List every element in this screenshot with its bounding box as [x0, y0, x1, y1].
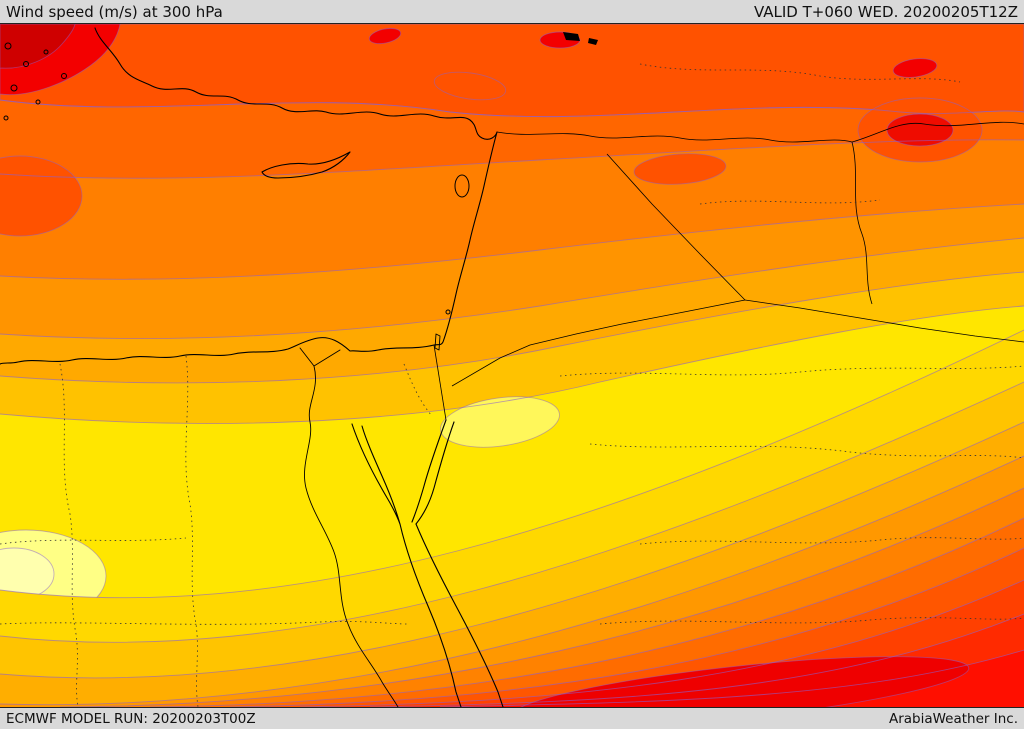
lakes	[454, 32, 598, 198]
syria-iraq-border	[606, 153, 746, 301]
red-maximum-anatolia-west	[368, 27, 402, 45]
admin-boundaries	[0, 63, 1024, 707]
footer-bar: ECMWF MODEL RUN: 20200203T00Z ArabiaWeat…	[0, 707, 1024, 729]
red-sea-west-shore	[399, 523, 462, 707]
cyprus-island	[261, 151, 351, 179]
jet-core-maximum	[510, 656, 970, 707]
red-sea-east-shore	[415, 523, 504, 707]
dark-orange-patch-left-edge	[0, 155, 83, 237]
iraq-iran-border	[851, 141, 873, 305]
model-run-label: ECMWF MODEL RUN: 20200203T00Z	[6, 710, 256, 727]
red-maximum-far-northeast	[892, 58, 938, 78]
jordan-iraq-saudi-border	[451, 299, 1024, 387]
wind-speed-map-svg	[0, 24, 1024, 707]
red-core-northeast	[886, 113, 954, 147]
aegean-island	[23, 61, 29, 67]
lake-tuz	[454, 174, 470, 198]
contour-lines	[0, 99, 1024, 707]
nile-delta-branches	[299, 347, 341, 367]
north-dark-orange-strip	[0, 24, 1024, 118]
map-title: Wind speed (m/s) at 300 hPa	[6, 2, 223, 21]
header-bar: Wind speed (m/s) at 300 hPa VALID T+060 …	[0, 0, 1024, 24]
gulf-of-aqaba	[411, 419, 455, 525]
egypt-israel-border	[433, 344, 447, 421]
dead-sea	[434, 333, 441, 351]
aegean-island	[10, 84, 18, 92]
country-borders	[433, 121, 1024, 421]
provider-label: ArabiaWeather Inc.	[888, 710, 1018, 727]
aegean-island	[4, 42, 12, 50]
valid-time-label: VALID T+060 WED. 20200205T12Z	[753, 2, 1018, 21]
islands	[3, 42, 451, 315]
wind-speed-map	[0, 24, 1024, 707]
turkey-syria-iraq-border	[496, 121, 1024, 143]
light-patch-north-egypt	[440, 396, 560, 448]
mediterranean-coastline	[0, 27, 498, 365]
aegean-island	[3, 115, 9, 121]
rivers	[299, 333, 441, 707]
aegean-island	[35, 99, 41, 105]
coastlines	[0, 27, 504, 707]
dark-orange-patch-mid-east	[633, 153, 727, 185]
aegean-island	[43, 49, 49, 55]
nile-river	[304, 365, 399, 707]
lake-van	[563, 32, 580, 41]
aegean-island	[61, 73, 67, 79]
northwest-red-maximum-core	[0, 24, 76, 69]
lake-east-anatolia	[588, 38, 598, 45]
sea-of-galilee	[445, 309, 451, 315]
dark-orange-patch-central-turkey	[433, 71, 507, 101]
